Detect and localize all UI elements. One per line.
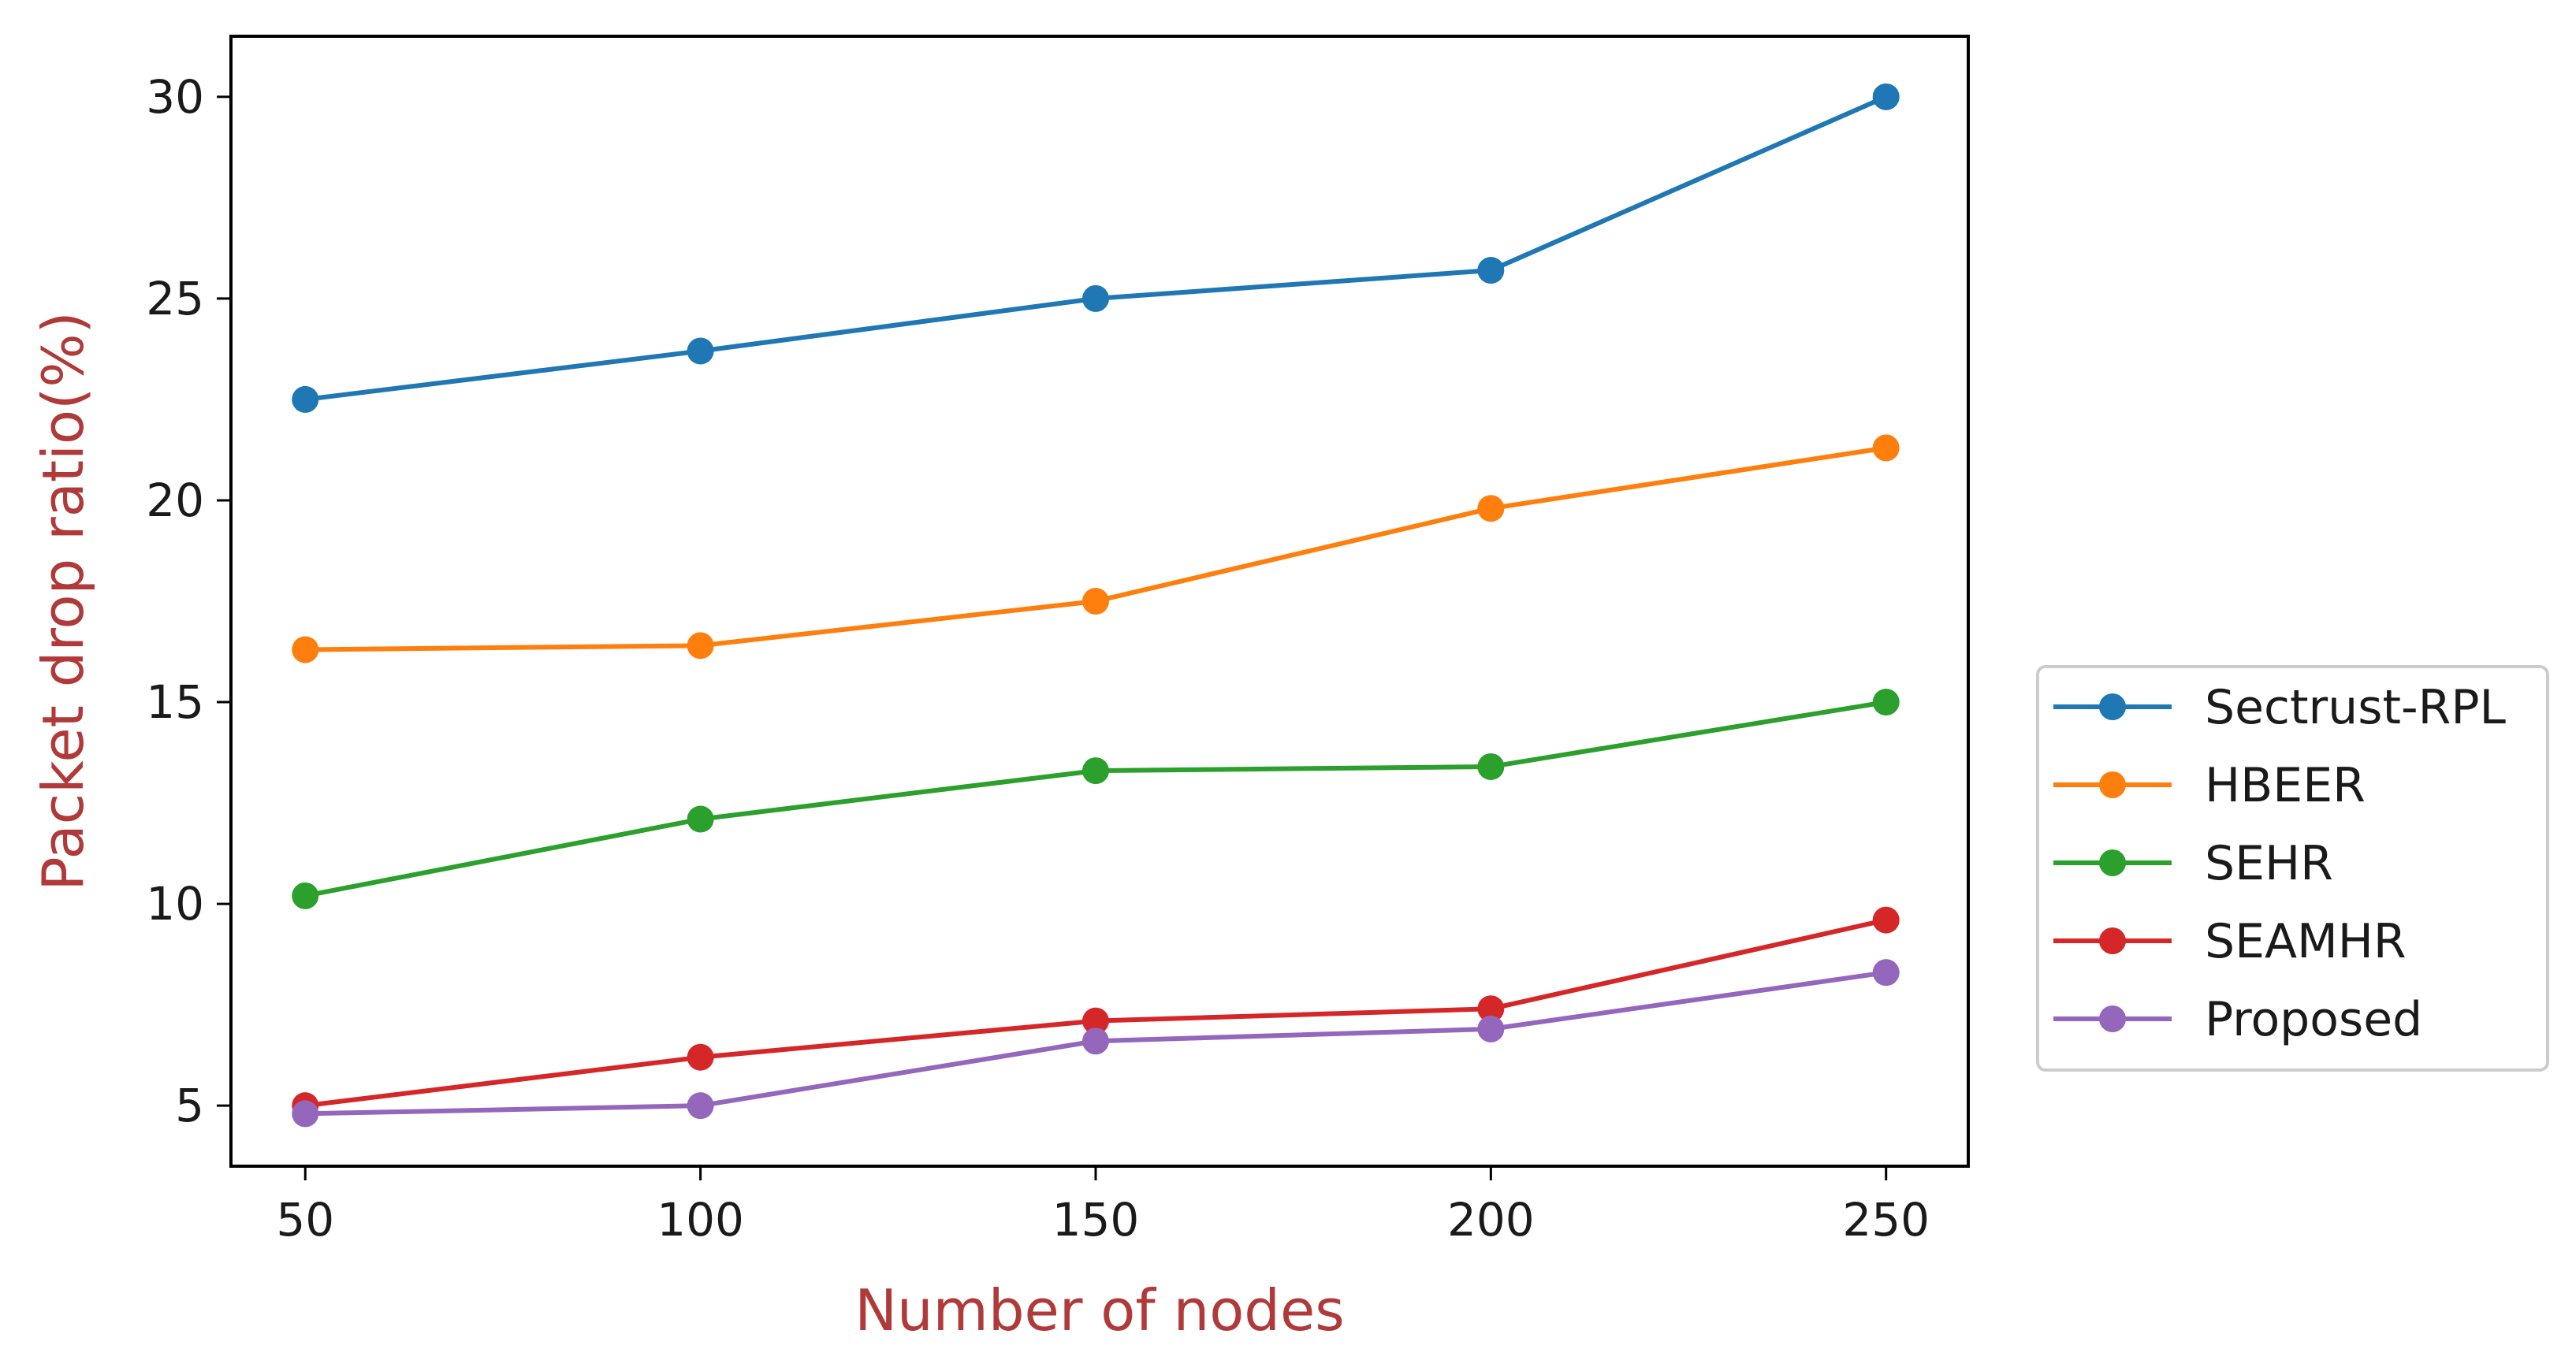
legend-item: Proposed — [2053, 992, 2422, 1047]
legend-item: SEAMHR — [2053, 914, 2407, 969]
data-point — [1081, 588, 1109, 615]
data-point — [1872, 959, 1900, 987]
y-tick-label: 30 — [146, 70, 204, 124]
series-hbeer — [292, 434, 1900, 663]
y-axis-label: Packet drop ratio(%) — [30, 311, 96, 890]
data-point — [1872, 689, 1900, 716]
y-tick-label: 15 — [146, 675, 204, 729]
data-point — [1081, 1007, 1109, 1035]
y-tick-label: 5 — [175, 1079, 204, 1132]
data-point — [1477, 995, 1505, 1023]
x-tick-label: 100 — [657, 1193, 744, 1247]
data-point — [1477, 1015, 1505, 1042]
data-point — [687, 1043, 714, 1071]
legend-label: SEHR — [2205, 836, 2333, 891]
data-point — [292, 1100, 319, 1128]
y-tick-label: 10 — [146, 877, 204, 931]
data-point — [292, 882, 319, 909]
legend-label: SEAMHR — [2205, 914, 2407, 969]
series-sehr — [292, 689, 1900, 909]
series-line — [305, 445, 1887, 652]
data-point — [292, 385, 319, 413]
x-tick-label: 150 — [1052, 1193, 1140, 1247]
legend-swatch-marker — [2099, 927, 2126, 954]
x-tick-label: 200 — [1447, 1193, 1535, 1247]
series-seamhr — [292, 906, 1900, 1120]
series-proposed — [292, 959, 1900, 1128]
legend-frame — [2036, 665, 2549, 1072]
legend-label: HBEER — [2205, 758, 2366, 813]
x-axis: 50 100 150 200 250 — [276, 1166, 1930, 1247]
x-tick-label: 50 — [276, 1193, 334, 1247]
data-point — [687, 805, 714, 833]
data-point — [1872, 906, 1900, 934]
series-line — [304, 95, 1887, 402]
data-point — [1477, 257, 1505, 284]
data-point — [1872, 83, 1900, 110]
data-point — [1477, 495, 1505, 522]
chart-marks — [292, 83, 1900, 1128]
data-point — [687, 632, 714, 660]
legend-label: Proposed — [2205, 992, 2422, 1047]
x-axis-label: Number of nodes — [854, 1277, 1345, 1343]
data-point — [687, 337, 714, 365]
legend-item: Sectrust-RPL — [2053, 680, 2507, 735]
plot-frame — [229, 35, 1970, 1168]
y-axis: 5 10 15 20 25 30 — [146, 70, 231, 1132]
data-point — [687, 1092, 714, 1120]
legend-swatch-marker — [2099, 1005, 2126, 1032]
legend-swatch-marker — [2099, 849, 2126, 876]
data-point — [1477, 753, 1505, 780]
legend: Sectrust-RPL HBEER SEHR SEAMHR Proposed — [2036, 665, 2549, 1072]
legend-item: HBEER — [2053, 758, 2366, 813]
series-sectrust-rpl — [292, 83, 1900, 413]
data-point — [1081, 757, 1109, 785]
data-point — [1872, 434, 1900, 462]
x-tick-label: 250 — [1842, 1193, 1930, 1247]
legend-swatch-marker — [2099, 771, 2126, 798]
legend-label: Sectrust-RPL — [2205, 680, 2507, 735]
data-point — [1081, 284, 1109, 312]
y-tick-label: 20 — [146, 474, 204, 527]
legend-item: SEHR — [2053, 836, 2333, 891]
data-point — [1081, 1028, 1109, 1055]
data-point — [292, 636, 319, 663]
y-tick-label: 25 — [146, 272, 204, 325]
series-line — [304, 700, 1887, 898]
legend-swatch-marker — [2099, 693, 2126, 720]
